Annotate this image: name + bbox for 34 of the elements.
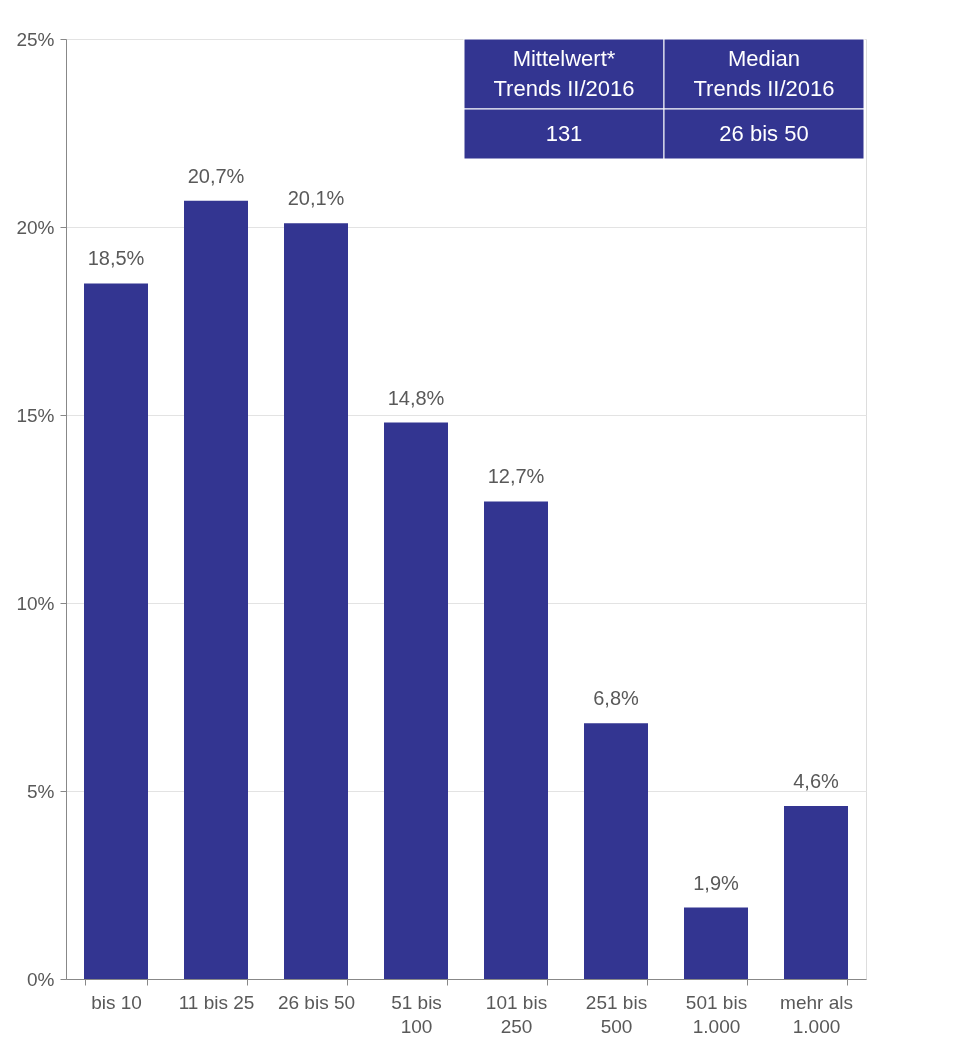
y-tick-label: 25% bbox=[16, 28, 55, 50]
bar bbox=[684, 907, 748, 979]
bar bbox=[84, 283, 148, 979]
bar bbox=[384, 422, 448, 979]
y-tick-label: 15% bbox=[16, 404, 55, 426]
x-tick-label: 51 bis 100 bbox=[391, 991, 442, 1037]
data-label: 6,8% bbox=[593, 687, 640, 710]
y-tick-label: 10% bbox=[16, 592, 55, 614]
annotation: 26 bis 50 bbox=[719, 121, 809, 146]
x-tick-label: mehr als 1.000 bbox=[780, 991, 853, 1037]
data-label: 4,6% bbox=[793, 770, 840, 793]
bar bbox=[784, 806, 848, 979]
annotation: Mittelwert* Trends II/2016 bbox=[493, 46, 635, 101]
x-tick-label: bis 10 bbox=[91, 991, 142, 1013]
x-tick-label: 101 bis 250 bbox=[485, 991, 548, 1037]
x-tick-label: 26 bis 50 bbox=[277, 991, 356, 1013]
annotation: 131 bbox=[545, 121, 583, 146]
data-label: 1,9% bbox=[693, 871, 740, 894]
bar bbox=[184, 200, 248, 979]
bar bbox=[584, 723, 648, 979]
x-tick-label: 501 bis 1.000 bbox=[685, 991, 748, 1037]
x-tick-label: 11 bis 25 bbox=[178, 991, 255, 1013]
data-label: 14,8% bbox=[387, 386, 445, 409]
y-tick-label: 0% bbox=[27, 968, 55, 990]
annotation: Median Trends II/2016 bbox=[693, 46, 835, 101]
y-tick-label: 5% bbox=[27, 780, 55, 802]
x-tick-label: 251 bis 500 bbox=[585, 991, 648, 1037]
data-label: 12,7% bbox=[487, 465, 545, 488]
bar bbox=[484, 501, 548, 979]
y-tick-label: 20% bbox=[16, 216, 55, 238]
data-label: 20,7% bbox=[187, 164, 245, 187]
data-label: 18,5% bbox=[87, 247, 145, 270]
data-label: 20,1% bbox=[287, 187, 345, 210]
bar bbox=[284, 223, 348, 979]
